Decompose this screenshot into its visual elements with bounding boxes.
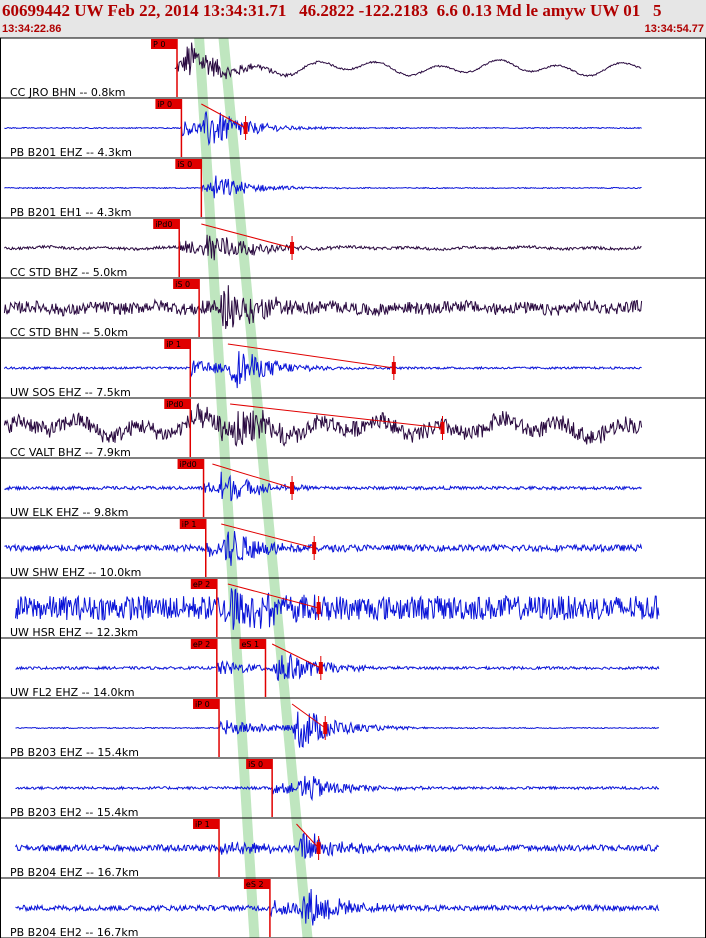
coda-line <box>296 823 319 849</box>
pick-flag[interactable] <box>164 399 191 409</box>
coda-end-tick <box>440 422 445 434</box>
pick-flag[interactable] <box>179 519 206 529</box>
trace-label-14: PB B204 EH2 -- 16.7km <box>10 926 138 938</box>
pick-label[interactable]: eP 2 <box>193 640 210 649</box>
trace-label-0: CC JRO BHN -- 0.8km <box>10 86 125 99</box>
pick-flag[interactable] <box>193 699 220 709</box>
pick-label[interactable]: iP 1 <box>195 820 210 829</box>
waveform-trace-2 <box>4 175 642 199</box>
waveform-trace-11 <box>15 711 659 748</box>
coda-end-tick <box>316 842 321 854</box>
coda-end-tick <box>391 362 396 374</box>
trace-label-8: UW SHW EHZ -- 10.0km <box>10 566 141 579</box>
coda-line <box>230 403 443 429</box>
pick-label[interactable]: iPd0 <box>180 460 197 469</box>
coda-line <box>212 463 293 489</box>
trace-label-13: PB B204 EHZ -- 16.7km <box>10 866 139 879</box>
waveform-trace-13 <box>15 832 660 859</box>
pick-flag[interactable] <box>173 279 200 289</box>
pick-label[interactable]: iP 0 <box>195 700 210 709</box>
waveform-trace-6 <box>3 402 643 447</box>
event-title: 60699442 UW Feb 22, 2014 13:34:31.71 46.… <box>2 1 662 20</box>
trace-label-2: PB B201 EH1 -- 4.3km <box>10 206 131 219</box>
trace-waveforms <box>3 42 660 926</box>
pick-flag[interactable] <box>153 219 180 229</box>
trace-label-3: CC STD BHZ -- 5.0km <box>10 266 127 279</box>
waveform-trace-9 <box>15 588 660 630</box>
coda-line <box>227 343 394 369</box>
waveform-trace-1 <box>4 111 642 146</box>
pick-label[interactable]: iP 0 <box>157 100 172 109</box>
pick-flag[interactable] <box>190 579 217 589</box>
trace-label-5: UW SOS EHZ -- 7.5km <box>10 386 131 399</box>
pick-flag[interactable] <box>164 339 191 349</box>
coda-end-tick <box>312 542 317 554</box>
header-bar: 60699442 UW Feb 22, 2014 13:34:31.71 46.… <box>0 0 706 38</box>
coda-end-tick <box>290 482 295 494</box>
end-time: 13:34:54.77 <box>644 23 704 35</box>
start-time: 13:34:22.86 <box>2 23 62 35</box>
pick-flag[interactable] <box>243 879 270 889</box>
pick-label[interactable]: iS 0 <box>175 280 190 289</box>
trace-label-7: UW ELK EHZ -- 9.8km <box>10 506 128 519</box>
trace-label-4: CC STD BHN -- 5.0km <box>10 326 128 339</box>
pick-flag[interactable] <box>193 819 220 829</box>
pick-label[interactable]: iS 0 <box>177 160 192 169</box>
coda-end-tick <box>243 122 248 134</box>
waveform-trace-3 <box>4 234 642 261</box>
waveform-trace-5 <box>3 351 642 389</box>
waveform-trace-8 <box>4 531 643 566</box>
trace-label-10: UW FL2 EHZ -- 14.0km <box>10 686 135 699</box>
pick-flag[interactable] <box>246 759 273 769</box>
pick-label[interactable]: iPd0 <box>166 400 183 409</box>
coda-end-tick <box>318 662 323 674</box>
trace-label-12: PB B203 EH2 -- 15.4km <box>10 806 138 819</box>
pick-label[interactable]: eS 1 <box>241 640 259 649</box>
pick-flag[interactable] <box>190 639 217 649</box>
pick-label[interactable]: iS 0 <box>248 760 263 769</box>
waveform-trace-10 <box>15 654 660 681</box>
waveform-trace-14 <box>15 888 660 926</box>
pick-flag[interactable] <box>150 39 177 49</box>
pick-label[interactable]: eS 2 <box>246 880 264 889</box>
coda-line <box>221 523 315 549</box>
pick-label[interactable]: iP 1 <box>166 340 181 349</box>
trace-label-6: CC VALT BHZ -- 7.9km <box>10 446 131 459</box>
pick-label[interactable]: P 0 <box>153 40 165 49</box>
trace-labels: CC JRO BHN -- 0.8km PB B201 EHZ -- 4.3km P… <box>10 86 141 938</box>
pick-flag[interactable] <box>239 639 266 649</box>
coda-end-tick <box>290 242 295 254</box>
pick-flag[interactable] <box>175 159 202 169</box>
waveform-trace-7 <box>4 471 642 502</box>
coda-line <box>227 583 319 609</box>
coda-line <box>271 643 322 669</box>
pick-flag[interactable] <box>177 459 204 469</box>
trace-label-1: PB B201 EHZ -- 4.3km <box>10 146 132 159</box>
waveform-trace-12 <box>15 775 660 802</box>
pick-label[interactable]: eP 2 <box>193 580 210 589</box>
waveform-trace-0 <box>174 42 642 80</box>
coda-line <box>201 223 293 249</box>
coda-end-tick <box>316 602 321 614</box>
pick-label[interactable]: iPd0 <box>155 220 172 229</box>
pick-markers[interactable]: P 0 iP 0 iS 0 iPd0 iS 0 iP 1 iPd0 iPd0 iP 1 eP 2 e… <box>150 39 445 937</box>
pick-label[interactable]: iP 1 <box>182 520 197 529</box>
waveform-trace-4 <box>3 285 643 330</box>
pick-flag[interactable] <box>155 99 182 109</box>
coda-line <box>201 103 246 129</box>
phase-window-band-0 <box>194 38 260 938</box>
coda-line <box>291 703 326 729</box>
coda-end-tick <box>323 722 328 734</box>
trace-label-11: PB B203 EHZ -- 15.4km <box>10 746 139 759</box>
trace-label-9: UW HSR EHZ -- 12.3km <box>10 626 138 639</box>
